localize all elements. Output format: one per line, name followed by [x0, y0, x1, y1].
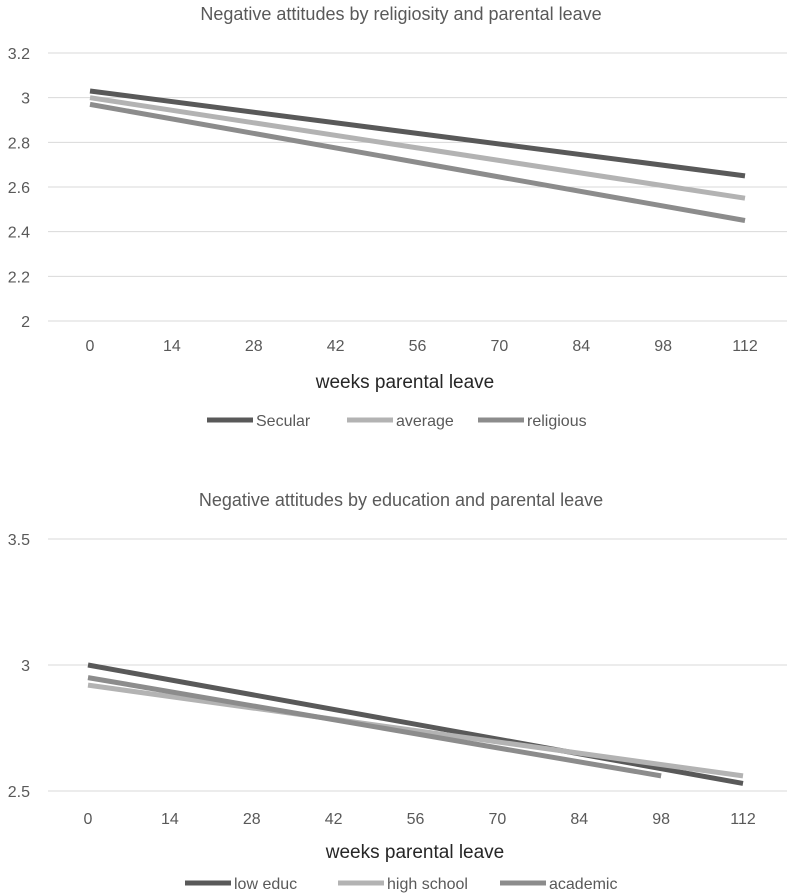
y-tick-label: 3.5: [8, 532, 30, 549]
legend: Secular average religious: [207, 413, 587, 430]
y-axis-ticks: 2 2.2 2.4 2.6 2.8 3 3.2: [8, 46, 30, 331]
y-tick-label: 2.6: [8, 180, 30, 197]
y-axis-ticks: 2.5 3 3.5: [8, 532, 30, 801]
chart-title: Negative attitudes by education and pare…: [199, 490, 603, 510]
y-tick-label: 3: [21, 91, 30, 108]
legend-label: Secular: [256, 413, 311, 430]
y-tick-label: 2.8: [8, 135, 30, 152]
x-axis-label: weeks parental leave: [315, 372, 495, 393]
x-tick-label: 14: [163, 338, 181, 355]
y-tick-label: 2.2: [8, 269, 30, 286]
series-line-average: [89, 95, 746, 201]
x-tick-label: 14: [161, 811, 179, 828]
series-line-academic: [87, 675, 662, 779]
x-tick-label: 0: [84, 811, 93, 828]
x-tick-label: 56: [409, 338, 427, 355]
grid-lines: [48, 538, 787, 792]
legend-label: low educ: [234, 876, 297, 893]
legend-label: religious: [527, 413, 587, 430]
series-line-religious: [89, 101, 746, 223]
x-tick-label: 98: [652, 811, 670, 828]
chart-education: Negative attitudes by education and pare…: [8, 490, 787, 893]
x-tick-label: 0: [86, 338, 95, 355]
x-axis-ticks: 0 14 28 42 56 70 84 98 112: [86, 338, 758, 355]
x-tick-label: 84: [570, 811, 588, 828]
x-tick-label: 98: [654, 338, 672, 355]
x-tick-label: 70: [488, 811, 506, 828]
series-line-secular: [89, 88, 746, 179]
x-tick-label: 42: [325, 811, 343, 828]
y-tick-label: 3: [21, 658, 30, 675]
y-tick-label: 2: [21, 314, 30, 331]
series-lines: [89, 88, 746, 223]
series-line-high-school: [87, 682, 744, 779]
x-tick-label: 112: [732, 338, 758, 355]
x-tick-label: 84: [572, 338, 590, 355]
legend-label: average: [396, 413, 454, 430]
legend-label: academic: [549, 876, 617, 893]
x-tick-label: 42: [327, 338, 345, 355]
series-lines: [87, 662, 744, 786]
series-line-low-educ: [87, 662, 744, 786]
legend: low educ high school academic: [185, 876, 617, 893]
x-axis-ticks: 0 14 28 42 56 70 84 98 112: [84, 811, 756, 828]
y-tick-label: 2.5: [8, 784, 30, 801]
x-tick-label: 56: [407, 811, 425, 828]
legend-label: high school: [387, 876, 468, 893]
x-tick-label: 28: [243, 811, 261, 828]
grid-lines: [48, 52, 787, 322]
y-tick-label: 3.2: [8, 46, 30, 63]
x-tick-label: 70: [490, 338, 508, 355]
chart-title: Negative attitudes by religiosity and pa…: [200, 4, 601, 24]
x-tick-label: 28: [245, 338, 263, 355]
x-axis-label: weeks parental leave: [325, 842, 505, 863]
x-tick-label: 112: [730, 811, 756, 828]
y-tick-label: 2.4: [8, 225, 30, 242]
chart-religiosity: Negative attitudes by religiosity and pa…: [8, 4, 787, 430]
